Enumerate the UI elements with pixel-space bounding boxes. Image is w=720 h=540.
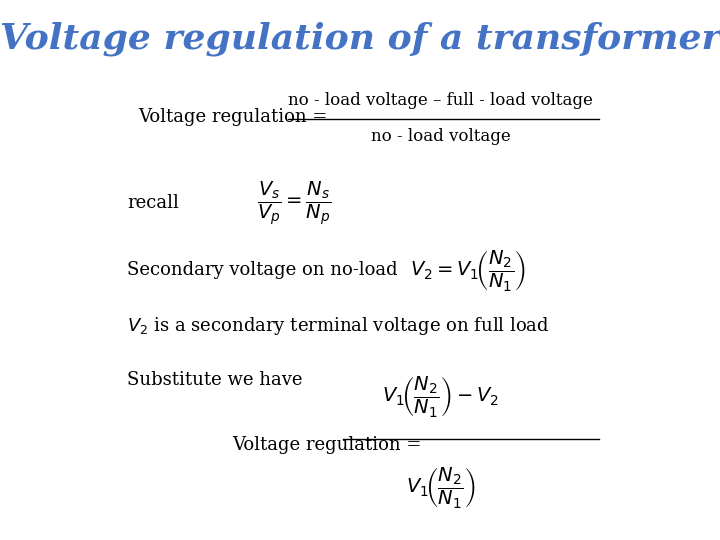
- Text: Substitute we have: Substitute we have: [127, 371, 302, 389]
- Text: Voltage regulation =: Voltage regulation =: [138, 108, 333, 126]
- Text: Secondary voltage on no-load: Secondary voltage on no-load: [127, 261, 397, 279]
- Text: no - load voltage – full - load voltage: no - load voltage – full - load voltage: [288, 92, 593, 109]
- Text: $V_1\!\left(\dfrac{N_2}{N_1}\right)$: $V_1\!\left(\dfrac{N_2}{N_1}\right)$: [406, 465, 475, 510]
- Text: no - load voltage: no - load voltage: [371, 129, 510, 145]
- Text: $V_2 = V_1\!\left(\dfrac{N_2}{N_1}\right)$: $V_2 = V_1\!\left(\dfrac{N_2}{N_1}\right…: [410, 247, 526, 293]
- Text: Voltage regulation of a transformer: Voltage regulation of a transformer: [0, 22, 720, 56]
- Text: $V_2$ is a secondary terminal voltage on full load: $V_2$ is a secondary terminal voltage on…: [127, 315, 549, 338]
- Text: Voltage regulation =: Voltage regulation =: [233, 436, 428, 454]
- Text: recall: recall: [127, 194, 179, 212]
- Text: $\dfrac{V_s}{V_p} = \dfrac{N_s}{N_p}$: $\dfrac{V_s}{V_p} = \dfrac{N_s}{N_p}$: [257, 179, 332, 227]
- Text: $V_1\!\left(\dfrac{N_2}{N_1}\right) - V_2$: $V_1\!\left(\dfrac{N_2}{N_1}\right) - V_…: [382, 374, 499, 418]
